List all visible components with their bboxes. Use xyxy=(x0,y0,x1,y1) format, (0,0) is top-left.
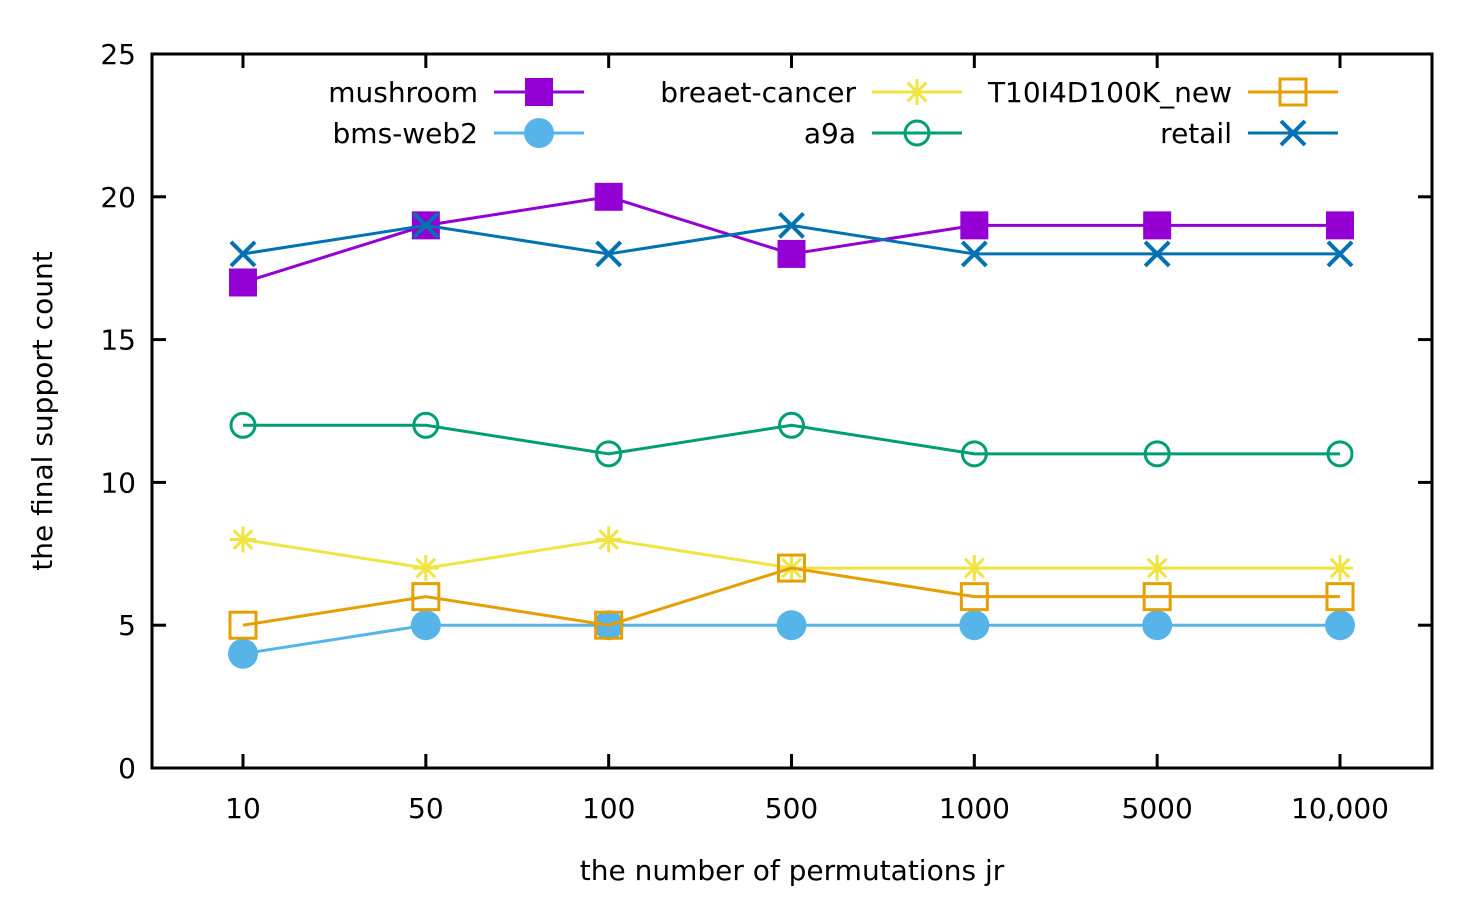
series-T10I4D100K_new xyxy=(228,553,1355,640)
data-point xyxy=(595,526,622,553)
legend-swatch-marker xyxy=(525,78,553,106)
x-tick-label: 1000 xyxy=(939,792,1010,825)
data-point xyxy=(1327,555,1353,582)
y-axis-label: the final support count xyxy=(26,251,59,570)
legend-swatch-marker xyxy=(1279,119,1307,147)
data-point xyxy=(959,610,990,641)
data-point xyxy=(959,582,989,612)
data-point xyxy=(229,411,257,439)
data-point xyxy=(229,268,257,297)
x-tick-label: 10,000 xyxy=(1291,792,1389,825)
data-point xyxy=(1143,240,1171,268)
data-point xyxy=(1326,440,1354,468)
data-point xyxy=(595,240,623,268)
data-point xyxy=(778,211,805,239)
data-point xyxy=(778,411,805,439)
y-tick-label: 25 xyxy=(100,38,136,71)
legend: mushroom bms-web2 breaet-cancer a9a T10I4D10… xyxy=(328,76,1338,150)
data-point xyxy=(1142,610,1173,641)
data-point xyxy=(229,240,257,268)
data-point xyxy=(412,555,439,582)
data-point xyxy=(777,553,806,583)
data-point xyxy=(1144,555,1171,582)
data-point xyxy=(594,182,623,211)
data-point xyxy=(411,582,441,612)
legend-label: bms-web2 xyxy=(333,117,478,150)
legend-label: T10I4D100K_new xyxy=(987,76,1232,109)
series-line xyxy=(242,566,1340,627)
legend-swatch-marker xyxy=(524,118,554,148)
legend-swatch-marker xyxy=(1278,77,1308,107)
data-point xyxy=(412,211,440,239)
y-tick-label: 0 xyxy=(118,752,136,785)
legend-item-a9a: a9a xyxy=(804,117,962,150)
series-line xyxy=(242,195,1340,284)
series-mushroom xyxy=(229,182,1354,297)
data-point xyxy=(595,440,623,468)
x-tick-label: 10 xyxy=(225,792,261,825)
legend-item-T10I4D100K_new: T10I4D100K_new xyxy=(987,76,1338,109)
data-point xyxy=(412,411,440,439)
series-bms-web2 xyxy=(228,610,1355,669)
data-point xyxy=(1326,240,1354,268)
data-point xyxy=(777,239,806,268)
x-axis-label: the number of permutations jr xyxy=(580,854,1005,887)
legend-label: mushroom xyxy=(328,76,478,109)
legend-item-retail: retail xyxy=(1160,117,1338,150)
data-point xyxy=(961,555,988,582)
data-point xyxy=(1325,582,1355,612)
y-tick-label: 20 xyxy=(100,181,136,214)
legend-label: retail xyxy=(1160,117,1232,150)
series-a9a xyxy=(229,411,1354,468)
legend-label: a9a xyxy=(804,117,856,150)
data-point xyxy=(228,610,258,640)
data-point xyxy=(228,638,258,669)
series-retail xyxy=(229,211,1354,268)
x-tick-label: 100 xyxy=(582,792,635,825)
x-tick-label: 5000 xyxy=(1122,792,1193,825)
data-point xyxy=(1142,582,1172,612)
data-point xyxy=(1326,211,1354,240)
data-point xyxy=(960,240,988,268)
data-point xyxy=(594,610,624,640)
x-tick-label: 500 xyxy=(765,792,818,825)
data-point xyxy=(960,440,988,468)
data-point xyxy=(960,211,989,240)
series-layer xyxy=(228,182,1355,669)
series-line xyxy=(243,423,1340,456)
plot-frame xyxy=(150,52,1434,770)
data-point xyxy=(1325,610,1355,641)
data-point xyxy=(230,526,256,553)
legend-item-bms-web2: bms-web2 xyxy=(333,117,584,150)
data-point xyxy=(410,610,441,641)
data-point xyxy=(1143,440,1171,468)
x-tick-label: 50 xyxy=(408,792,444,825)
y-tick-label: 10 xyxy=(100,466,136,499)
legend-item-breaet-cancer: breaet-cancer xyxy=(660,76,962,109)
data-point xyxy=(1143,211,1172,240)
legend-swatch-marker xyxy=(904,79,930,105)
data-point xyxy=(776,610,807,641)
legend-label: breaet-cancer xyxy=(660,76,856,109)
legend-item-mushroom: mushroom xyxy=(328,76,584,109)
y-tick-label: 5 xyxy=(118,609,136,642)
y-tick-label: 15 xyxy=(100,324,136,357)
ticks-layer: 0 5 10 15 20 25 10 50 100 500 1000 5000 10,000 xyxy=(100,38,1432,825)
legend-swatch-marker xyxy=(903,119,931,147)
